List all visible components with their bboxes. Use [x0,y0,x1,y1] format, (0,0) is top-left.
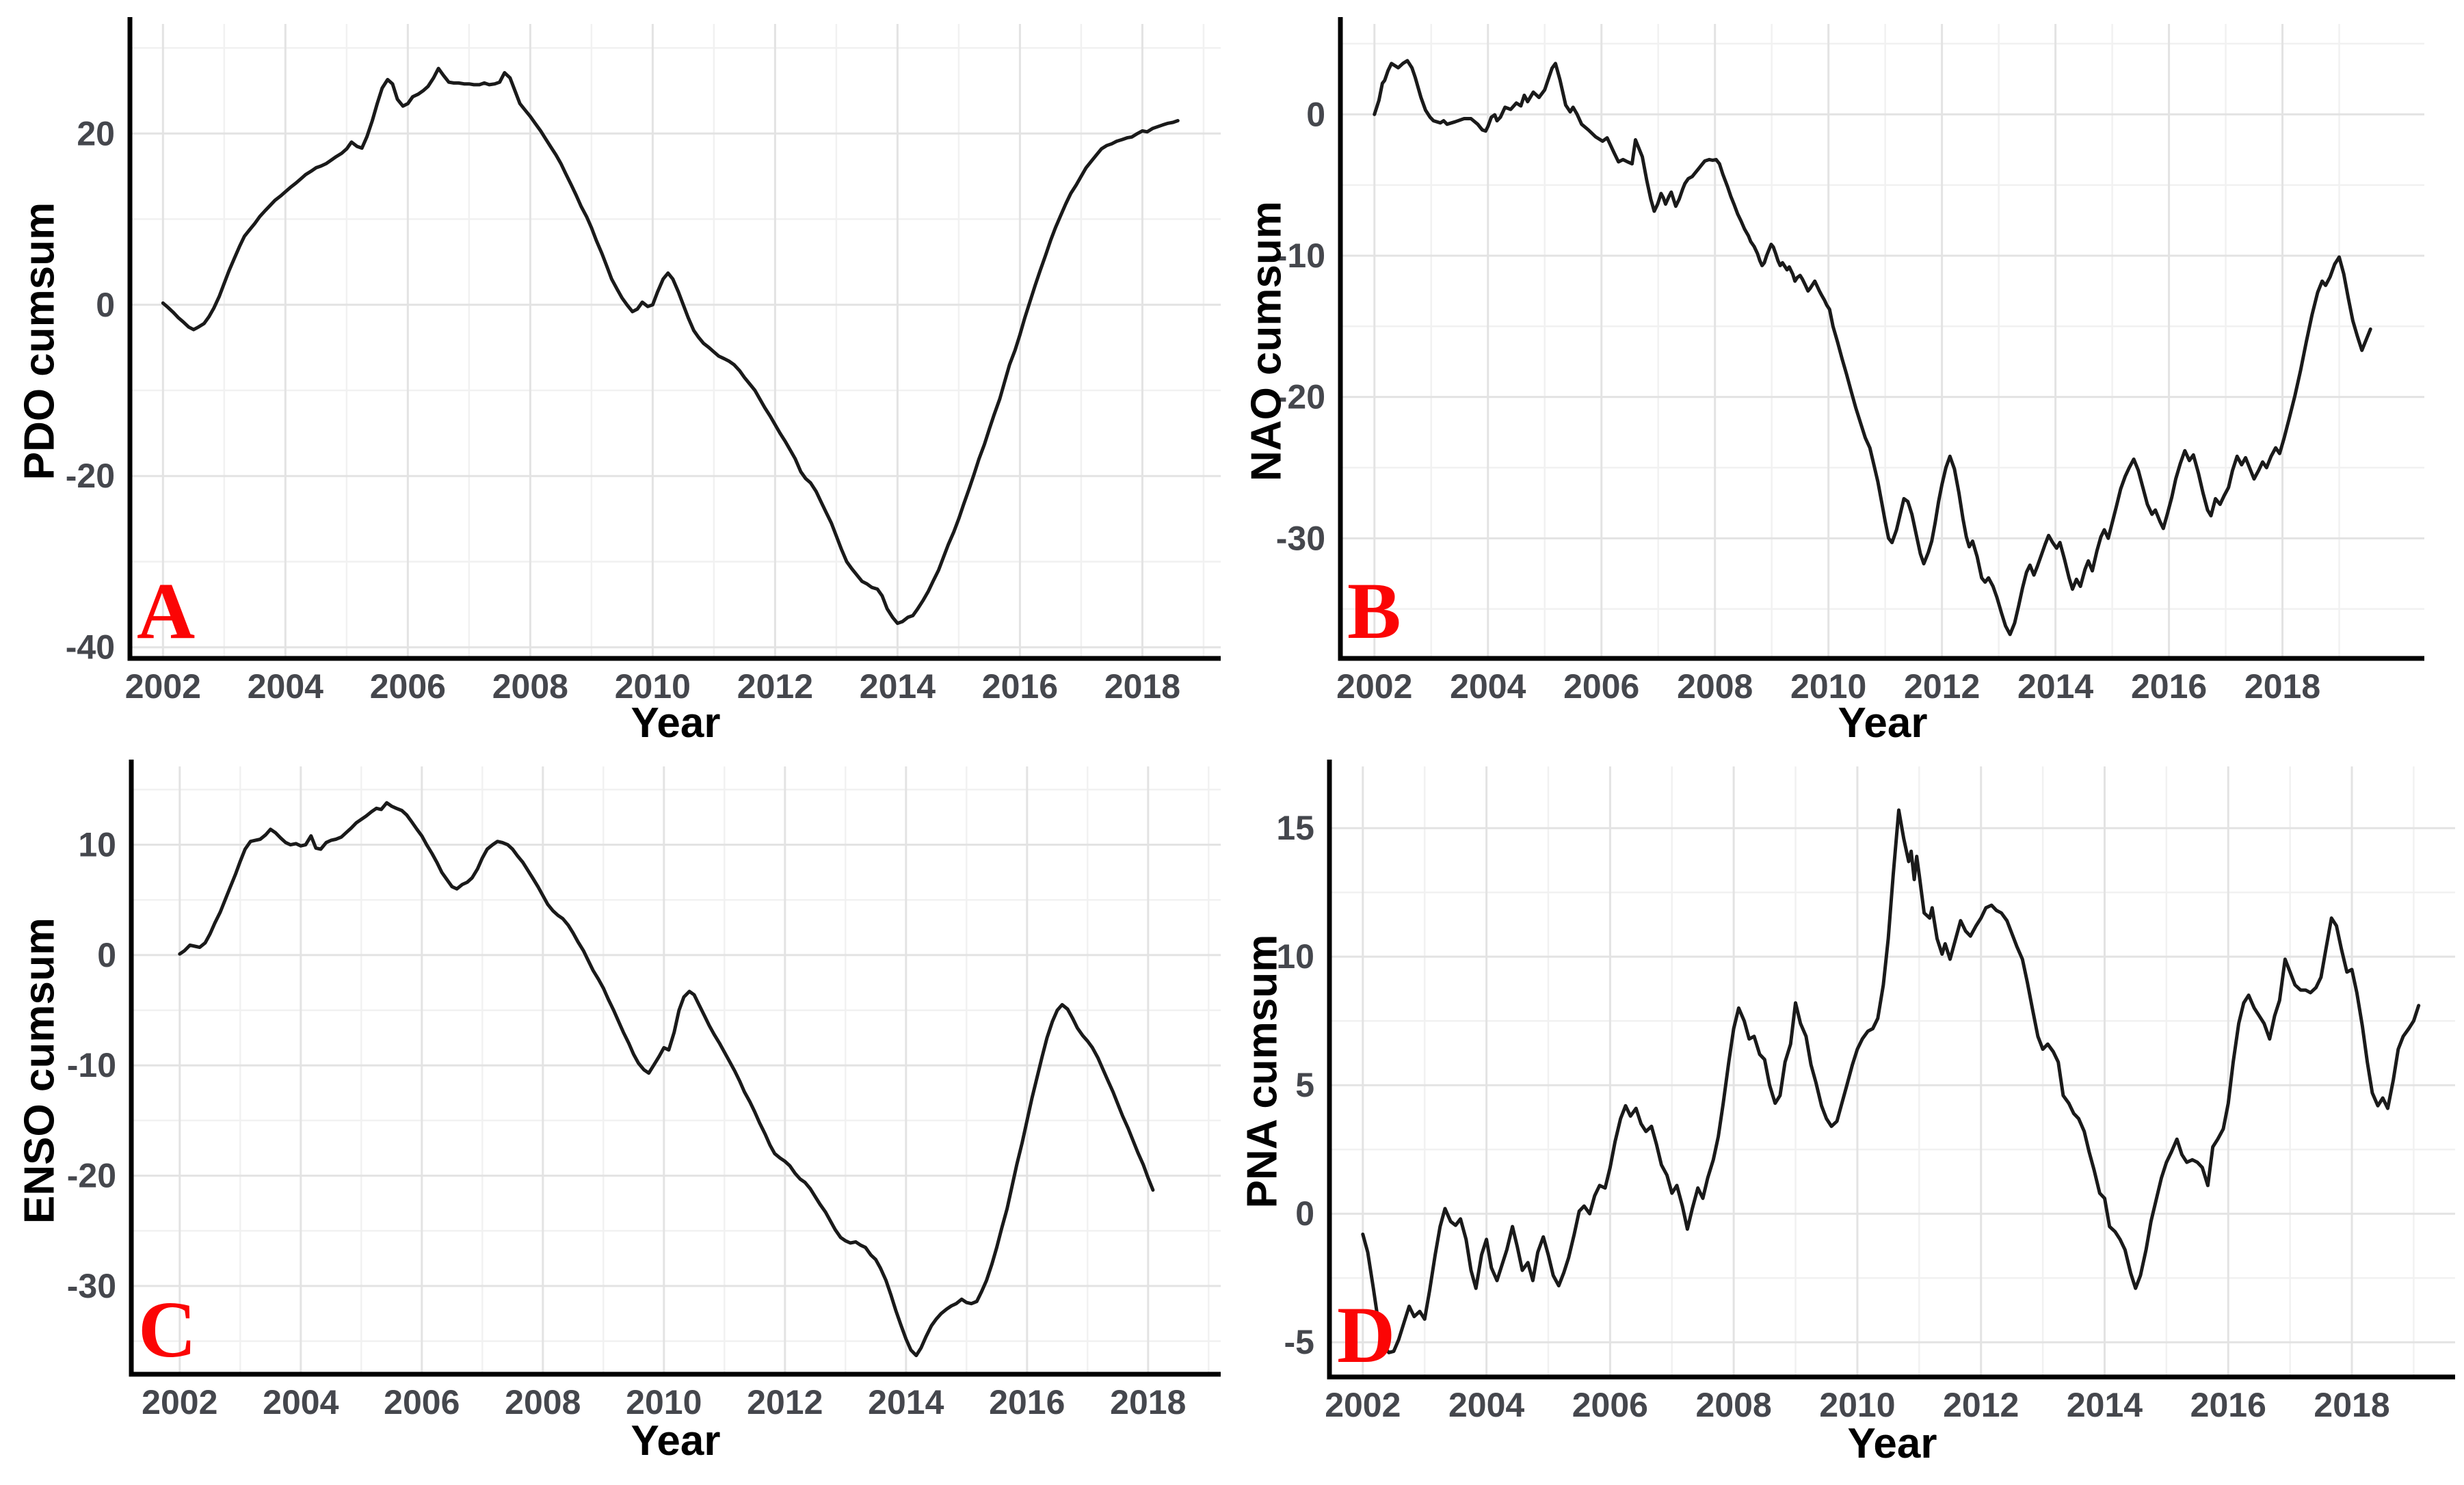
y-tick-label: 20 [77,114,115,152]
y-tick-label: 0 [96,286,115,324]
panel-letter-d: D [1337,1290,1396,1380]
pdo-cumsum-chart: 2002 2004 2006 2008 2010 2012 2014 2016 2018 -40 -… [66,17,1221,706]
panel-letter-a: A [137,566,196,656]
x-tick-label: 2010 [615,667,691,706]
x-tick-label: 2010 [626,1383,702,1421]
series-line-nao-cumsum [1373,59,2372,637]
y-tick-label: -5 [1284,1323,1314,1361]
y-tick-label: -10 [1276,237,1325,275]
x-tick-label: 2012 [1904,667,1980,706]
x-tick-label: 2012 [747,1383,823,1421]
x-tick-label: 2004 [1450,667,1526,706]
y-tick-label: -20 [67,1157,116,1195]
x-tick-label: 2016 [982,667,1058,706]
y-tick-label: -30 [1276,519,1325,557]
x-axis-title-year-a: Year [631,699,721,747]
y-axis-title-nao: NAO cumsum [1243,201,1290,481]
x-tick-label: 2012 [737,667,813,706]
y-axis-title-pna: PNA cumsum [1238,934,1286,1209]
x-tick-label: 2018 [2244,667,2320,706]
series-line-enso-cumsum [178,801,1155,1358]
x-tick-label: 2018 [1110,1383,1186,1421]
y-tick-label: 15 [1276,809,1314,847]
y-tick-label: -20 [1276,378,1325,416]
x-tick-label: 2004 [248,667,323,706]
panel-letter-c: C [138,1285,197,1374]
pna-cumsum-chart: 2002 2004 2006 2008 2010 2012 2014 2016 2018 -5 0 5… [1276,760,2455,1424]
y-tick-label: -30 [67,1267,116,1305]
x-tick-label: 2004 [1448,1386,1524,1424]
x-tick-label: 2002 [125,667,201,706]
y-tick-label: -10 [67,1046,116,1084]
x-axis-title-year-d: Year [1847,1420,1937,1467]
x-tick-label: 2014 [2017,667,2093,706]
panel-pna-cumsum: 2002 2004 2006 2008 2010 2012 2014 2016 2018 -5 0 5… [1231,742,2464,1485]
y-tick-label: 5 [1295,1066,1314,1104]
x-tick-label: 2014 [860,667,936,706]
series-line-pdo-cumsum [161,66,1180,626]
y-axis-title-pdo: PDO cumsum [16,202,64,481]
y-tick-label: -40 [66,628,115,667]
x-tick-label: 2010 [1790,667,1866,706]
y-tick-label: 0 [97,936,116,974]
x-tick-label: 2016 [989,1383,1065,1421]
enso-cumsum-chart: 2002 2004 2006 2008 2010 2012 2014 2016 2018 -30 -… [67,760,1221,1421]
y-axis-title-enso: ENSO cumsum [16,918,64,1224]
x-tick-label: 2010 [1819,1386,1895,1424]
y-tick-label: -20 [66,457,115,495]
x-tick-label: 2002 [1325,1386,1401,1424]
x-tick-label: 2012 [1943,1386,2019,1424]
x-axis-title-year-b: Year [1838,699,1928,747]
y-tick-label: 0 [1295,1194,1314,1233]
x-tick-label: 2016 [2190,1386,2266,1424]
y-tick-label: 10 [1276,937,1314,976]
panel-nao-cumsum: 2002 2004 2006 2008 2010 2012 2014 2016 2018 -30 -… [1231,0,2464,747]
x-tick-label: 2016 [2131,667,2207,706]
nao-cumsum-chart: 2002 2004 2006 2008 2010 2012 2014 2016 2018 -30 -… [1276,17,2424,706]
x-tick-label: 2006 [384,1383,460,1421]
x-axis-title-year-c: Year [631,1417,721,1464]
x-tick-label: 2006 [370,667,446,706]
panel-pdo-cumsum: 2002 2004 2006 2008 2010 2012 2014 2016 2018 -40 -… [0,0,1231,747]
x-tick-label: 2004 [263,1383,339,1421]
x-tick-label: 2006 [1563,667,1639,706]
x-tick-label: 2008 [492,667,568,706]
x-tick-label: 2018 [2314,1386,2389,1424]
x-tick-label: 2008 [505,1383,581,1421]
series-line-pna-cumsum [1361,808,2421,1354]
y-tick-label: 0 [1306,95,1325,133]
x-tick-label: 2018 [1104,667,1180,706]
x-tick-label: 2014 [2067,1386,2143,1424]
x-tick-label: 2014 [868,1383,944,1421]
x-tick-label: 2008 [1696,1386,1772,1424]
y-tick-label: 10 [78,826,116,864]
x-tick-label: 2008 [1677,667,1753,706]
x-tick-label: 2002 [142,1383,217,1421]
x-tick-label: 2002 [1336,667,1412,706]
panel-letter-b: B [1347,566,1401,656]
x-tick-label: 2006 [1572,1386,1648,1424]
panel-enso-cumsum: 2002 2004 2006 2008 2010 2012 2014 2016 2018 -30 -… [0,742,1231,1485]
